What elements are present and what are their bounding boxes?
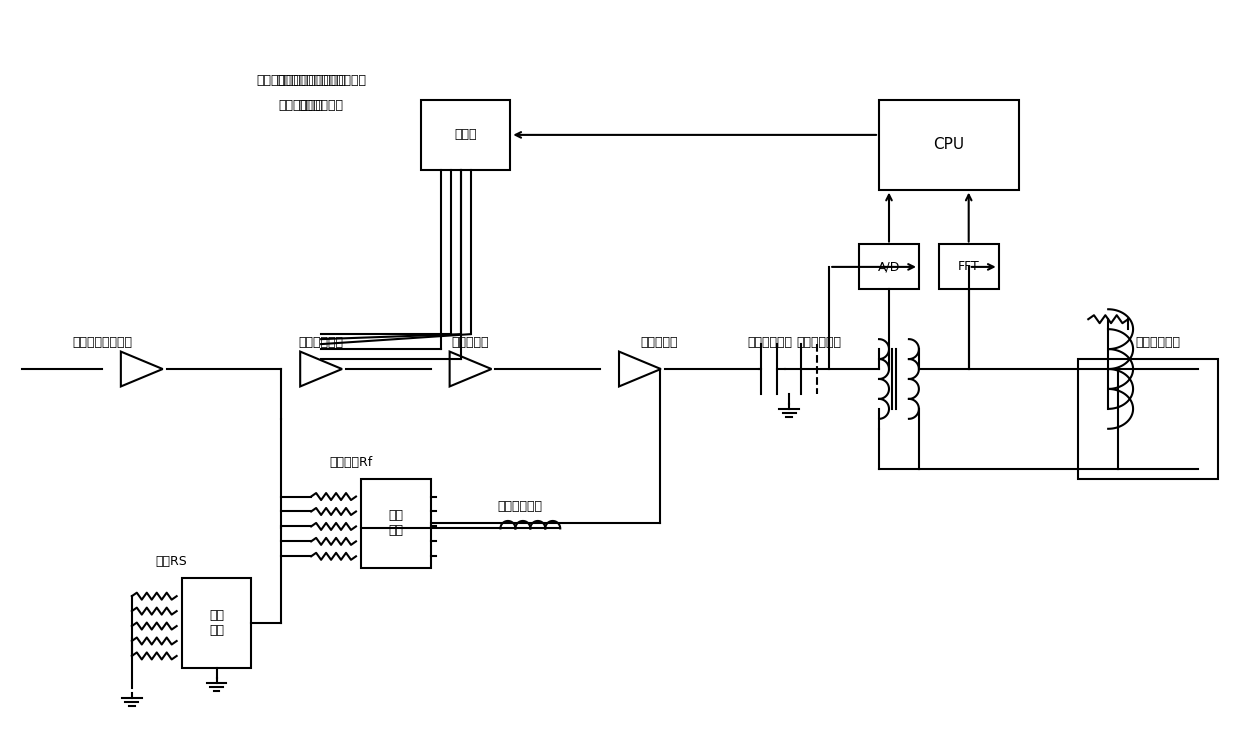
Text: 直流偏置电压: 直流偏置电压 bbox=[279, 99, 324, 112]
Bar bbox=[879, 100, 1018, 189]
Text: CPU: CPU bbox=[934, 137, 965, 152]
Text: 电流放大器: 电流放大器 bbox=[640, 336, 677, 349]
Text: FFT: FFT bbox=[957, 261, 980, 273]
Text: 多路
开关: 多路 开关 bbox=[388, 509, 403, 538]
Text: 反馈电阵Rf: 反馈电阵Rf bbox=[330, 455, 373, 469]
Text: 固定谐振电容: 固定谐振电容 bbox=[746, 336, 792, 349]
Text: 控制切换不同反馈增益下的: 控制切换不同反馈增益下的 bbox=[257, 73, 346, 87]
Text: 负载发射线圈: 负载发射线圈 bbox=[1136, 336, 1180, 349]
Bar bbox=[361, 479, 430, 568]
Text: 热敏补唇电阵: 热敏补唇电阵 bbox=[498, 500, 543, 514]
Bar bbox=[181, 578, 252, 668]
Text: 直流偏置电压: 直流偏置电压 bbox=[299, 99, 343, 112]
Text: 控制切换不同反馈增益下的: 控制切换不同反馈增益下的 bbox=[277, 73, 366, 87]
Text: 电压放大器: 电压放大器 bbox=[451, 336, 490, 349]
Text: 小信号放大器: 小信号放大器 bbox=[299, 336, 343, 349]
Bar bbox=[939, 244, 998, 289]
Text: 继电器: 继电器 bbox=[454, 128, 477, 142]
Text: A/D: A/D bbox=[878, 261, 900, 273]
Bar bbox=[420, 100, 511, 170]
Bar bbox=[1079, 359, 1218, 479]
Text: 输入信号电压可调: 输入信号电压可调 bbox=[72, 336, 131, 349]
Text: 多路
开关: 多路 开关 bbox=[210, 609, 224, 637]
Text: 电阵RS: 电阵RS bbox=[156, 555, 187, 568]
Text: 可调谐振电容: 可调谐振电容 bbox=[797, 336, 842, 349]
Bar bbox=[859, 244, 919, 289]
